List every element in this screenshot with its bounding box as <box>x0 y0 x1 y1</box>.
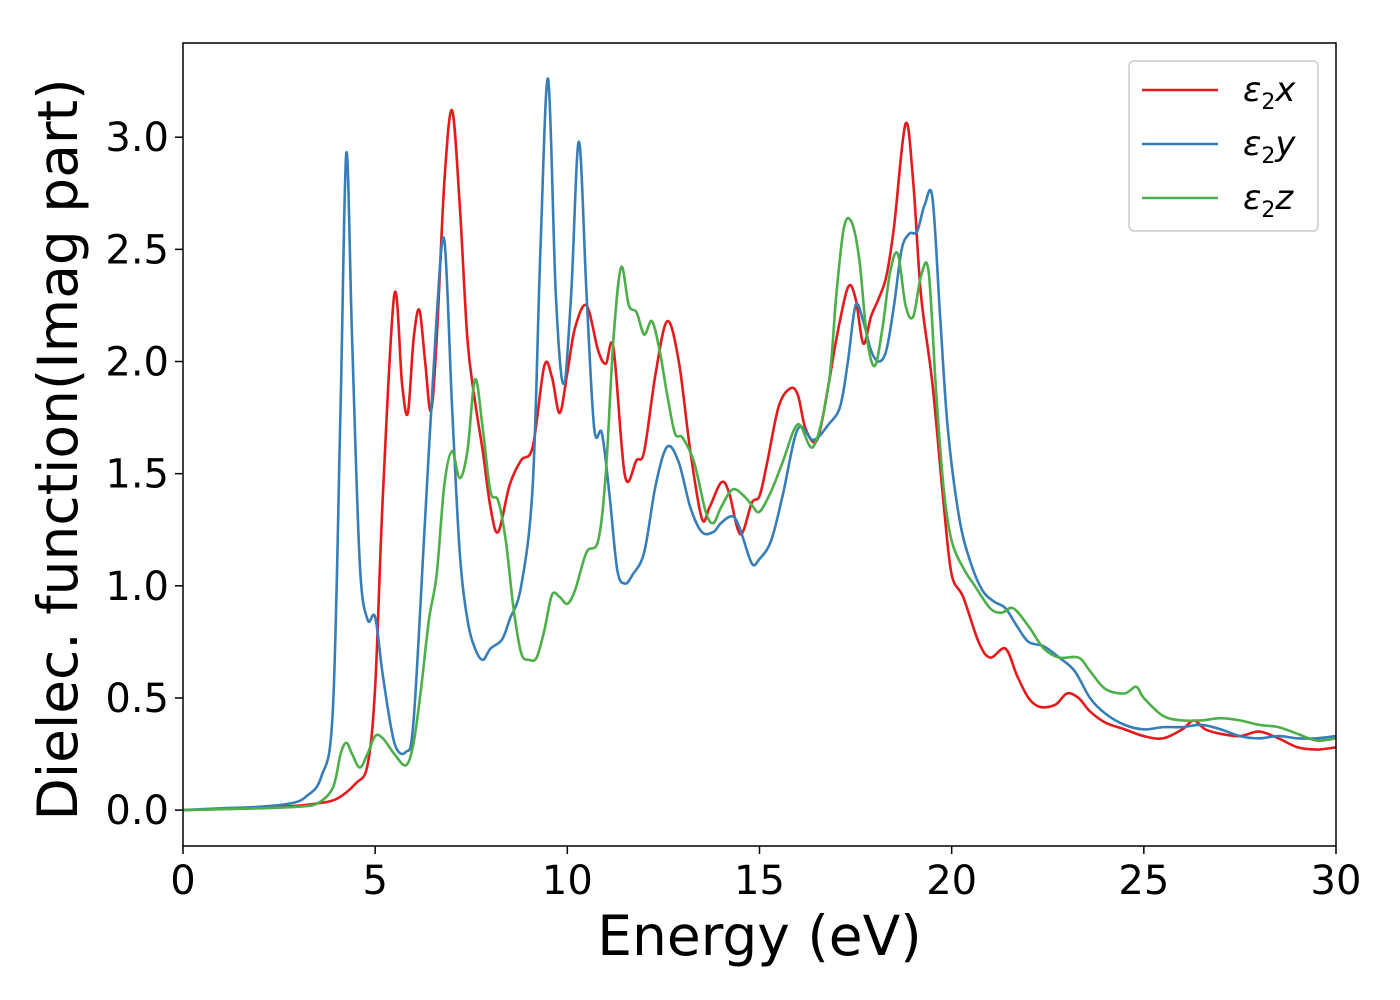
y-tick-label: 1.0 <box>105 564 169 610</box>
y-tick-label: 3.0 <box>105 115 169 161</box>
legend-label-x: ε2x <box>1243 70 1296 115</box>
y-tick-label: 2.5 <box>105 227 169 273</box>
legend-label-y: ε2y <box>1243 124 1296 169</box>
x-axis-ticks: 0 5 10 15 20 25 30 <box>170 846 1361 904</box>
y-axis-ticks: 0.0 0.5 1.0 1.5 2.0 2.5 3.0 <box>105 115 183 834</box>
x-axis-label: Energy (eV) <box>597 904 921 968</box>
x-tick-label: 15 <box>734 858 785 904</box>
y-tick-label: 1.5 <box>105 452 169 498</box>
x-tick-label: 5 <box>362 858 387 904</box>
y-axis-label: Dielec. function(Imag part) <box>26 78 90 820</box>
series-layer <box>183 77 1336 812</box>
series-line-z <box>183 216 1336 812</box>
x-tick-label: 20 <box>926 858 977 904</box>
x-tick-label: 30 <box>1311 858 1362 904</box>
y-tick-label: 2.0 <box>105 340 169 386</box>
y-tick-label: 0.0 <box>105 788 169 834</box>
x-tick-label: 0 <box>170 858 195 904</box>
legend: ε2x ε2y ε2z <box>1128 60 1319 232</box>
x-tick-label: 25 <box>1118 858 1169 904</box>
y-tick-label: 0.5 <box>105 676 169 722</box>
series-line-x <box>183 108 1336 812</box>
legend-label-z: ε2z <box>1243 178 1294 223</box>
legend-box <box>1128 60 1319 232</box>
series-line-y <box>183 77 1336 812</box>
x-tick-label: 10 <box>542 858 593 904</box>
